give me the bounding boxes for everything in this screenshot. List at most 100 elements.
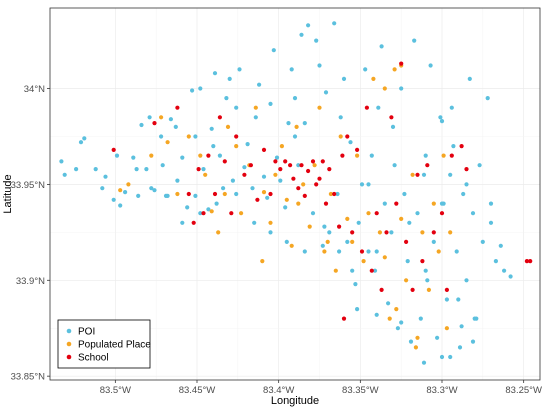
data-point bbox=[209, 126, 214, 131]
data-point bbox=[444, 297, 449, 302]
legend-key bbox=[66, 328, 72, 334]
data-point bbox=[149, 186, 154, 191]
data-point bbox=[436, 249, 441, 254]
data-point bbox=[302, 193, 307, 198]
y-axis: 33.85°N 33.9°N 33.95°N 34°N bbox=[11, 84, 50, 383]
data-point bbox=[165, 140, 170, 145]
data-point bbox=[333, 268, 338, 273]
data-point bbox=[379, 287, 384, 292]
data-point bbox=[431, 239, 436, 244]
data-point bbox=[361, 259, 366, 264]
data-point bbox=[421, 172, 427, 177]
data-point bbox=[296, 201, 301, 206]
data-point bbox=[284, 239, 289, 244]
data-point bbox=[144, 167, 149, 172]
data-point bbox=[279, 144, 284, 149]
data-point bbox=[485, 96, 490, 101]
data-point bbox=[273, 172, 278, 177]
data-point bbox=[248, 163, 253, 168]
data-point bbox=[118, 203, 123, 208]
data-point bbox=[180, 220, 185, 225]
data-point bbox=[387, 316, 392, 321]
data-point bbox=[449, 105, 454, 110]
data-point bbox=[286, 121, 291, 126]
data-point bbox=[390, 124, 396, 129]
data-point bbox=[274, 155, 280, 160]
data-point bbox=[374, 249, 379, 254]
data-point bbox=[317, 63, 322, 68]
data-point bbox=[415, 211, 420, 216]
data-point bbox=[425, 163, 430, 168]
data-point bbox=[265, 195, 270, 200]
data-point bbox=[404, 239, 409, 244]
data-point bbox=[464, 182, 469, 187]
data-point bbox=[152, 121, 157, 126]
x-tick-label: 83.25°W bbox=[505, 385, 542, 396]
data-point bbox=[62, 172, 67, 177]
data-point bbox=[454, 249, 459, 254]
data-point bbox=[418, 316, 423, 321]
data-point bbox=[134, 167, 139, 172]
data-point bbox=[234, 105, 239, 110]
x-tick-label: 83.4°W bbox=[263, 385, 294, 396]
data-point bbox=[82, 136, 87, 141]
data-point bbox=[327, 230, 332, 235]
data-point bbox=[470, 339, 476, 344]
x-tick-label: 83.35°W bbox=[342, 385, 379, 396]
data-point bbox=[377, 230, 382, 235]
data-point bbox=[456, 297, 461, 302]
data-point bbox=[444, 287, 449, 292]
data-point bbox=[268, 101, 273, 106]
data-point bbox=[322, 224, 327, 229]
data-point bbox=[312, 163, 317, 168]
data-point bbox=[431, 201, 436, 206]
data-point bbox=[448, 354, 453, 360]
data-point bbox=[268, 230, 273, 235]
data-point bbox=[399, 320, 404, 325]
data-point bbox=[439, 119, 445, 124]
data-point bbox=[180, 155, 185, 160]
data-point bbox=[273, 159, 278, 164]
data-point bbox=[502, 268, 507, 273]
data-point bbox=[420, 259, 425, 264]
data-point bbox=[268, 220, 273, 225]
series-poi bbox=[59, 21, 513, 365]
data-point bbox=[306, 23, 311, 28]
data-point bbox=[448, 230, 453, 235]
data-point bbox=[214, 201, 219, 206]
legend: POI Populated Place School bbox=[57, 319, 151, 369]
data-point bbox=[338, 115, 343, 120]
data-point bbox=[410, 172, 415, 177]
data-point bbox=[353, 282, 358, 287]
data-point bbox=[289, 67, 294, 72]
data-point bbox=[211, 144, 216, 149]
data-point bbox=[392, 163, 397, 168]
data-point bbox=[261, 190, 267, 195]
data-point bbox=[294, 124, 299, 129]
data-point bbox=[193, 193, 198, 198]
data-point bbox=[237, 67, 242, 72]
data-point bbox=[152, 188, 157, 193]
data-point bbox=[405, 259, 410, 264]
y-tick-label: 33.85°N bbox=[11, 372, 46, 383]
data-point bbox=[355, 147, 360, 152]
data-point bbox=[114, 153, 120, 158]
data-point bbox=[193, 134, 198, 139]
data-point bbox=[93, 167, 98, 172]
data-point bbox=[448, 172, 453, 177]
data-point bbox=[431, 230, 436, 235]
data-point bbox=[341, 316, 347, 321]
data-point bbox=[366, 182, 371, 187]
x-tick-label: 83.5°W bbox=[100, 385, 131, 396]
data-point bbox=[310, 211, 316, 216]
data-point bbox=[428, 63, 433, 68]
legend-label: POI bbox=[78, 327, 95, 338]
data-point bbox=[314, 38, 319, 43]
data-point bbox=[159, 134, 164, 139]
data-point bbox=[111, 197, 116, 202]
data-point bbox=[423, 268, 428, 273]
data-point bbox=[379, 44, 384, 49]
data-point bbox=[257, 82, 262, 87]
data-point bbox=[359, 182, 365, 187]
